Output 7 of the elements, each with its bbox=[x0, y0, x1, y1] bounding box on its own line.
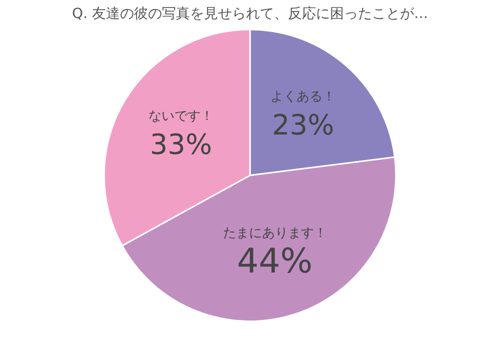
data-label: 23% bbox=[272, 108, 334, 142]
slice-label: たまにあります！ bbox=[222, 226, 327, 242]
slice-label: ないです！ bbox=[148, 108, 214, 124]
chart-title: Q. 友達の彼の写真を見せられて、反応に困ったことが… bbox=[72, 6, 428, 22]
data-label: 44% bbox=[237, 242, 313, 282]
slice-label: よくある！ bbox=[270, 90, 336, 105]
data-label: 33% bbox=[150, 128, 212, 161]
